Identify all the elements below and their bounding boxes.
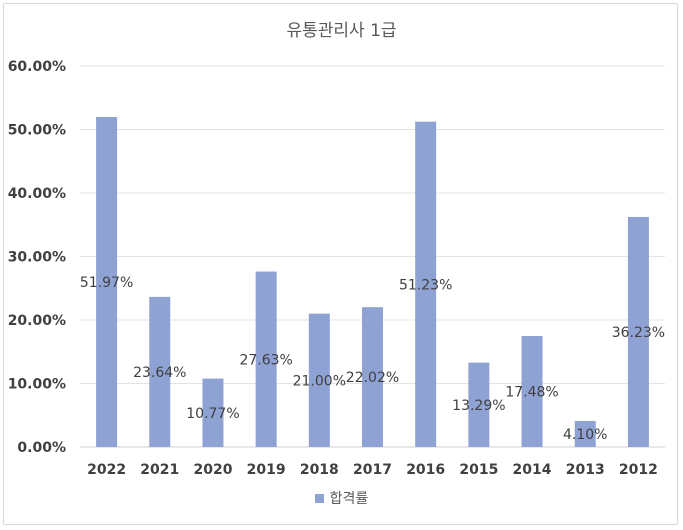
bar (627, 216, 649, 447)
bar (308, 313, 330, 447)
bar (468, 362, 490, 447)
data-label: 4.10% (563, 427, 607, 443)
data-label: 13.29% (452, 398, 505, 414)
bar (521, 336, 543, 447)
x-tick-label: 2019 (247, 462, 286, 478)
x-tick-label: 2020 (193, 462, 232, 478)
y-tick-label: 60.00% (8, 59, 66, 75)
legend-swatch (314, 493, 324, 503)
x-tick-label: 2016 (406, 462, 445, 478)
x-tick-label: 2014 (513, 462, 552, 478)
bar (415, 121, 437, 447)
bar (96, 116, 118, 447)
y-tick-label: 40.00% (8, 186, 66, 202)
bar (255, 271, 277, 447)
data-label: 17.48% (505, 385, 558, 401)
x-tick-label: 2015 (459, 462, 498, 478)
bar (362, 307, 383, 447)
data-label: 27.63% (239, 352, 292, 368)
x-tick-label: 2021 (140, 462, 179, 478)
y-tick-label: 50.00% (8, 123, 66, 139)
x-tick-label: 2012 (619, 462, 658, 478)
legend-label: 합격률 (329, 491, 369, 507)
x-tick-label: 2022 (87, 462, 126, 478)
bar (574, 420, 596, 447)
y-tick-label: 20.00% (8, 313, 66, 329)
data-label: 51.97% (80, 275, 133, 291)
x-tick-label: 2013 (566, 462, 605, 478)
y-tick-label: 0.00% (17, 440, 66, 456)
data-label: 36.23% (612, 325, 665, 341)
bar (149, 296, 171, 447)
data-label: 23.64% (133, 365, 186, 381)
data-label: 21.00% (293, 373, 346, 389)
x-tick-label: 2018 (300, 462, 339, 478)
chart-title: 유통관리사 1급 (286, 21, 397, 41)
data-label: 51.23% (399, 277, 452, 293)
legend: 합격률 (0, 488, 683, 508)
data-label: 22.02% (346, 370, 399, 386)
y-tick-label: 10.00% (8, 377, 66, 393)
x-tick-label: 2017 (353, 462, 392, 478)
data-label: 10.77% (186, 406, 239, 422)
y-tick-label: 30.00% (8, 250, 66, 266)
bar (202, 378, 224, 447)
